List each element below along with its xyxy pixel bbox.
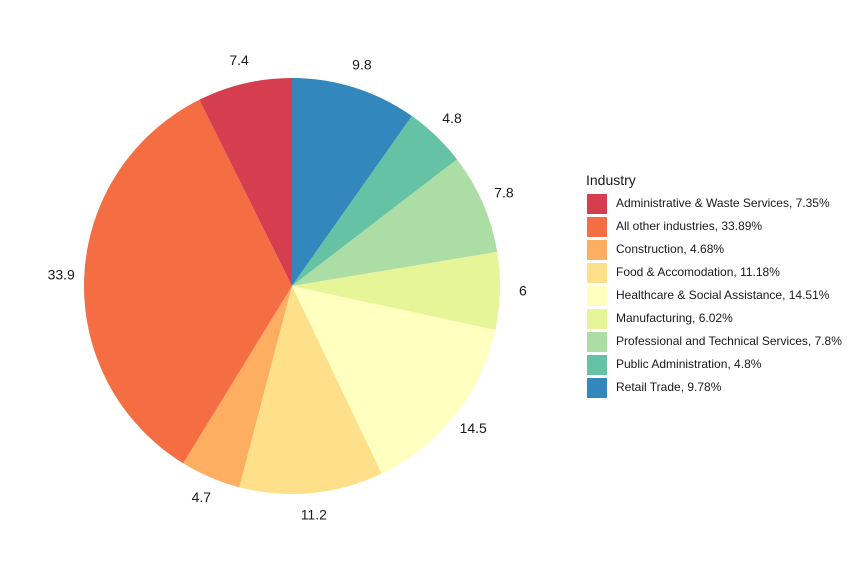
- legend-item: Construction, 4.68%: [587, 240, 724, 260]
- legend-swatch: [587, 355, 607, 375]
- pie-slice: [183, 286, 292, 488]
- pie-slice-label: 33.9: [48, 266, 75, 282]
- legend-label: All other industries, 33.89%: [616, 219, 762, 233]
- pie-slice-label: 4.8: [442, 110, 462, 126]
- legend-label: Construction, 4.68%: [616, 242, 724, 256]
- legend-item: Public Administration, 4.8%: [587, 355, 762, 375]
- legend-swatch: [587, 240, 607, 260]
- legend-swatch: [587, 378, 607, 398]
- pie-slice-label: 4.7: [192, 489, 212, 505]
- pie-slice: [292, 286, 496, 474]
- pie-slice: [292, 116, 457, 286]
- legend-item: All other industries, 33.89%: [587, 217, 762, 237]
- pie-slices: [83, 78, 500, 495]
- legend-swatch: [587, 286, 607, 306]
- pie-slice: [292, 159, 498, 286]
- legend-swatch: [587, 194, 607, 214]
- legend-item: Manufacturing, 6.02%: [587, 309, 733, 329]
- legend-label: Healthcare & Social Assistance, 14.51%: [616, 288, 830, 302]
- legend-item: Professional and Technical Services, 7.8…: [587, 332, 842, 352]
- pie-slice-labels: 9.8 4.8 7.8 6 14.5 11.2 4.7 33.9 7.4: [48, 52, 527, 523]
- pie-slice-label: 6: [519, 282, 527, 298]
- pie-slice-label: 7.8: [494, 185, 514, 201]
- pie-slice: [292, 251, 500, 331]
- legend-swatch: [587, 217, 607, 237]
- legend-label: Public Administration, 4.8%: [616, 357, 762, 371]
- legend-label: Food & Accomodation, 11.18%: [616, 265, 780, 279]
- legend-item: Food & Accomodation, 11.18%: [587, 263, 780, 283]
- legend-label: Manufacturing, 6.02%: [616, 311, 733, 325]
- pie-slice: [292, 78, 412, 286]
- legend-item: Administrative & Waste Services, 7.35%: [587, 194, 830, 214]
- pie-slice: [199, 78, 292, 286]
- legend-title: Industry: [586, 172, 636, 188]
- legend-label: Retail Trade, 9.78%: [616, 380, 722, 394]
- legend-swatch: [587, 332, 607, 352]
- legend-items: Administrative & Waste Services, 7.35% Al…: [587, 194, 842, 398]
- pie-slice-label: 14.5: [460, 420, 487, 436]
- legend: Industry Administrative & Waste Services…: [586, 172, 842, 398]
- pie-slice-label: 9.8: [352, 57, 372, 73]
- legend-item: Healthcare & Social Assistance, 14.51%: [587, 286, 830, 306]
- pie-slice-label: 11.2: [301, 507, 327, 523]
- pie-slice: [239, 286, 382, 495]
- legend-item: Retail Trade, 9.78%: [587, 378, 722, 398]
- legend-label: Professional and Technical Services, 7.8…: [616, 334, 842, 348]
- legend-swatch: [587, 263, 607, 283]
- legend-swatch: [587, 309, 607, 329]
- legend-label: Administrative & Waste Services, 7.35%: [616, 196, 830, 210]
- pie-slice: [83, 99, 292, 464]
- pie-slice-label: 7.4: [229, 52, 249, 68]
